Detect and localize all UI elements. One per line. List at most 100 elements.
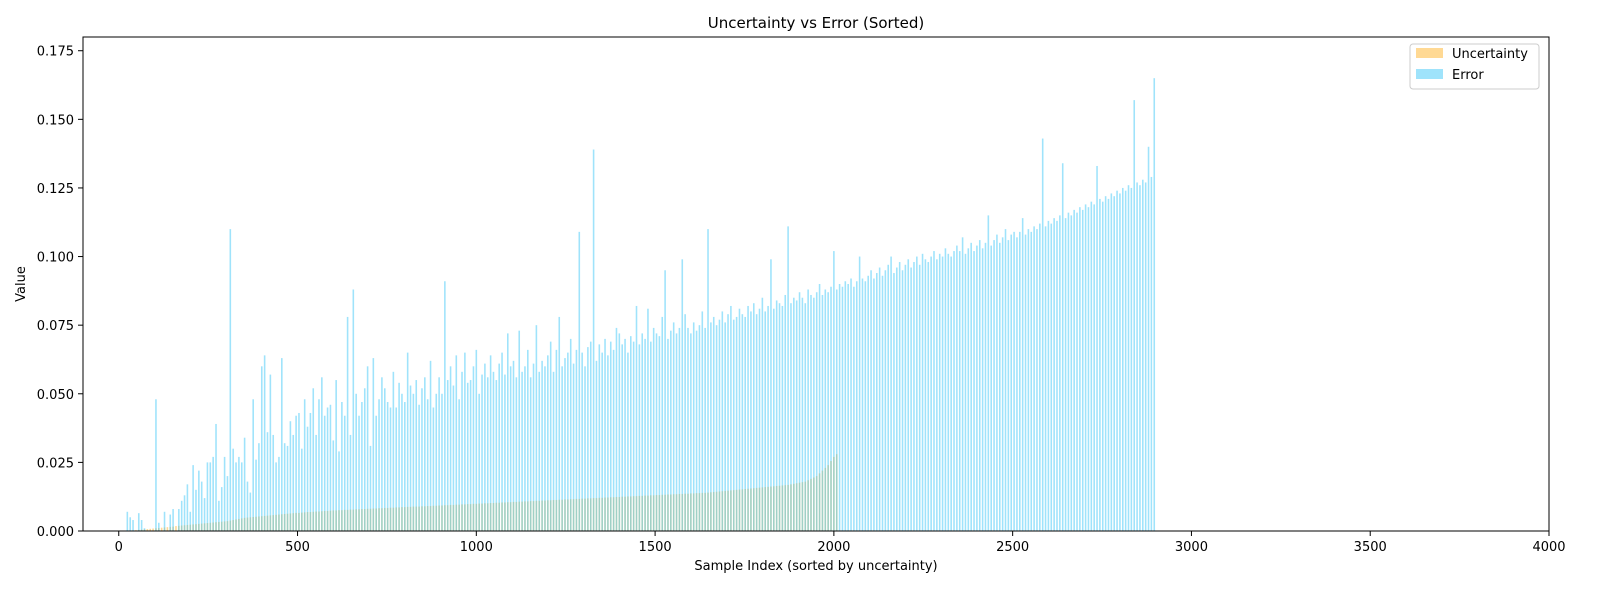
error-bar-264: [873, 278, 875, 531]
error-bar-68: [312, 388, 315, 531]
error-bar-235: [790, 303, 792, 531]
error-bar-100: [404, 402, 406, 531]
error-bar-112: [438, 377, 440, 531]
error-bar-155: [561, 366, 563, 531]
error-bar-159: [572, 363, 575, 531]
error-bar-345: [1104, 196, 1107, 531]
error-bar-222: [753, 303, 755, 531]
error-bar-137: [509, 366, 512, 531]
error-bar-171: [607, 355, 609, 531]
error-bar-192: [667, 338, 669, 531]
error-bar-296: [964, 253, 967, 531]
error-bar-299: [973, 251, 975, 531]
error-bar-161: [578, 231, 581, 532]
error-bar-92: [381, 377, 383, 531]
error-bar-21: [178, 509, 180, 531]
error-bar-102: [409, 385, 412, 531]
error-bar-253: [841, 286, 844, 531]
error-bar-284: [930, 256, 932, 531]
error-bar-183: [641, 333, 644, 531]
error-bar-356: [1136, 182, 1138, 531]
y-tick-label-4: 0.100: [37, 251, 74, 266]
error-bar-354: [1130, 187, 1133, 531]
error-bar-27: [195, 489, 197, 531]
error-bar-135: [504, 374, 506, 531]
error-bar-41: [235, 462, 237, 531]
error-bar-61: [292, 434, 295, 531]
error-bar-244: [815, 292, 818, 531]
error-bar-321: [1036, 229, 1038, 532]
error-bar-331: [1064, 218, 1067, 531]
error-bar-16: [163, 511, 166, 531]
error-bar-64: [301, 448, 303, 531]
error-bar-342: [1096, 165, 1098, 532]
error-bar-198: [684, 314, 686, 531]
error-bar-57: [281, 358, 283, 531]
error-bar-209: [715, 325, 718, 531]
error-bar-39: [229, 229, 232, 532]
error-bar-125: [475, 349, 478, 531]
error-bar-81: [349, 434, 352, 531]
error-bar-168: [598, 344, 601, 531]
error-bar-349: [1116, 190, 1118, 531]
error-bar-324: [1044, 226, 1047, 531]
error-bar-87: [366, 366, 369, 531]
uncertainty-bar-20: [175, 526, 177, 531]
error-bar-276: [907, 259, 910, 531]
error-bar-35: [218, 500, 220, 531]
error-bar-67: [309, 412, 312, 531]
error-bar-223: [755, 314, 758, 531]
error-bar-327: [1053, 218, 1055, 531]
error-bar-306: [993, 240, 995, 531]
error-bar-216: [735, 316, 738, 531]
error-bar-305: [990, 245, 992, 531]
error-bar-50: [260, 366, 263, 531]
error-bar-190: [661, 316, 664, 531]
error-bar-108: [426, 399, 429, 531]
y-tick-label-6: 0.150: [37, 113, 74, 128]
x-axis-ticks: 0 500 1000 1500 2000 2500 3000 3500 4000: [115, 531, 1566, 555]
error-bar-185: [647, 308, 649, 531]
error-bar-43: [240, 462, 243, 531]
y-tick-label-3: 0.075: [37, 319, 74, 334]
error-bar-286: [936, 259, 938, 531]
legend-swatch-uncertainty: [1416, 48, 1443, 58]
error-bar-227: [767, 305, 769, 531]
y-tick-label-7: 0.175: [37, 45, 74, 60]
error-bar-233: [784, 294, 787, 531]
error-bar-141: [521, 371, 523, 531]
error-bar-275: [904, 264, 907, 531]
error-bar-248: [827, 292, 829, 531]
error-bar-260: [861, 278, 864, 531]
error-bar-95: [389, 407, 392, 531]
error-bar-301: [978, 240, 981, 531]
error-bar-144: [529, 377, 532, 531]
error-bar-139: [515, 377, 518, 531]
error-bar-309: [1001, 237, 1004, 531]
error-bar-203: [698, 325, 701, 531]
error-bar-66: [306, 426, 309, 531]
error-bar-126: [478, 393, 480, 531]
error-bar-294: [958, 251, 961, 531]
error-bar-142: [524, 366, 526, 531]
error-bar-293: [956, 245, 958, 531]
error-bar-149: [544, 366, 546, 531]
error-bar-175: [618, 333, 621, 531]
error-bar-99: [401, 393, 403, 531]
error-bar-105: [418, 404, 420, 531]
error-bar-4: [129, 517, 131, 531]
error-bar-348: [1113, 196, 1115, 531]
error-bar-110: [432, 407, 435, 531]
error-bar-272: [896, 267, 898, 531]
error-bar-228: [770, 259, 772, 531]
error-bar-219: [744, 316, 746, 531]
error-bar-200: [690, 333, 692, 531]
error-bar-319: [1030, 231, 1033, 532]
uncertainty-bar-17: [166, 527, 169, 531]
error-bar-29: [200, 481, 203, 531]
error-bar-291: [950, 256, 952, 531]
error-bar-121: [464, 352, 466, 531]
error-bar-53: [269, 374, 272, 531]
error-bar-49: [258, 443, 260, 531]
error-bar-103: [412, 393, 415, 531]
